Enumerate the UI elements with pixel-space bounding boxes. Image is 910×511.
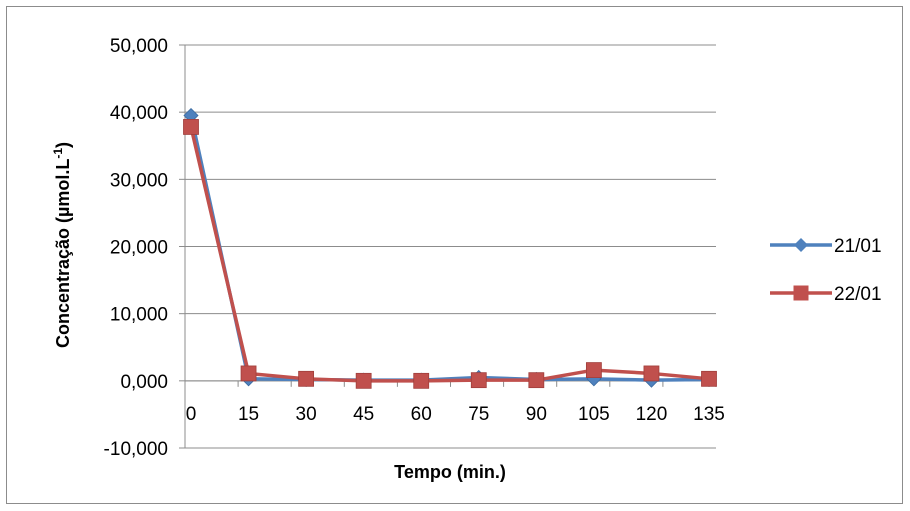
y-axis-title: Concentração (µmol.L-1) — [51, 142, 73, 348]
x-tick-label: 15 — [238, 404, 259, 425]
y-tick-label: 40,000 — [110, 103, 168, 124]
data-point — [528, 372, 545, 389]
gridlines — [185, 44, 716, 449]
x-tick-label: 75 — [468, 404, 489, 425]
x-tick-label: 0 — [186, 404, 197, 425]
x-tick-label: 120 — [636, 404, 668, 425]
y-tick-label: 20,000 — [110, 238, 168, 259]
y-axis-title-main: Concentração (µmol.L — [53, 159, 73, 348]
x-tick-label: 105 — [578, 404, 610, 425]
x-axis-title: Tempo (min.) — [394, 462, 506, 482]
chart-frame — [6, 6, 903, 504]
x-tick-label: 60 — [411, 404, 432, 425]
legend: 21/01 22/01 — [770, 236, 882, 305]
legend-label: 22/01 — [834, 284, 882, 305]
legend-marker — [794, 238, 808, 252]
data-point — [298, 370, 315, 387]
y-axis-title-superscript: -1 — [51, 148, 65, 159]
x-tick-labels: 0 15 30 45 60 75 90 105 120 135 — [186, 404, 725, 425]
data-point — [240, 365, 257, 382]
y-tick-label: 10,000 — [110, 305, 168, 326]
data-point — [585, 362, 602, 378]
x-tick-label: 45 — [353, 404, 374, 425]
y-tick-labels: -10,000 0,000 10,000 20,000 30,000 40,000 50,0… — [104, 36, 168, 460]
y-tick-label: 50,000 — [110, 36, 168, 57]
legend-label: 21/01 — [834, 236, 882, 257]
y-tick-label: 0,000 — [120, 372, 168, 393]
legend-marker — [793, 285, 809, 301]
y-axis-title-suffix: ) — [53, 142, 73, 148]
data-point — [470, 372, 487, 389]
data-point — [701, 370, 717, 387]
series-line — [189, 126, 710, 383]
data-point — [643, 365, 660, 382]
y-tick-label: 30,000 — [110, 170, 168, 191]
data-point — [183, 119, 199, 135]
series — [183, 107, 717, 389]
data-point — [355, 372, 372, 389]
data-point — [413, 372, 430, 389]
x-tick-label: 135 — [693, 404, 725, 425]
series-line — [189, 115, 710, 382]
y-tick-label: -10,000 — [104, 439, 168, 460]
x-tick-label: 30 — [296, 404, 317, 425]
x-tick-label: 90 — [526, 404, 547, 425]
